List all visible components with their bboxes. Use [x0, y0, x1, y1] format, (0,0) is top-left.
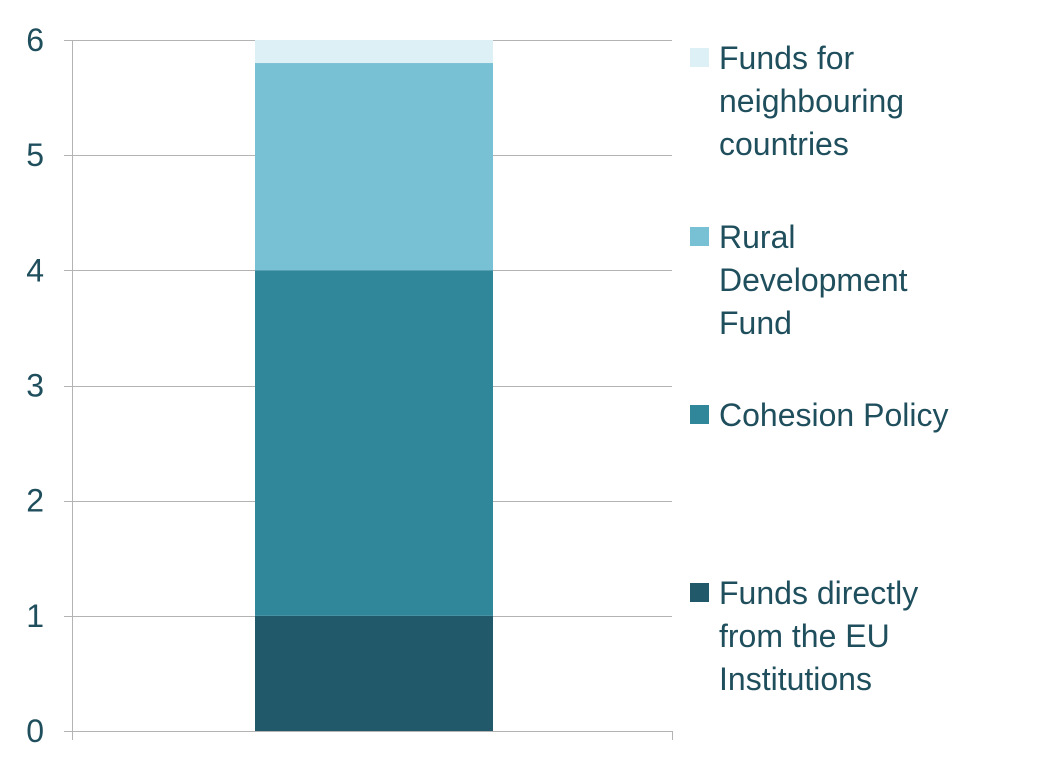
- y-tick-label-3: 3: [26, 368, 44, 404]
- legend-item-0: Funds for neighbouring countries: [690, 40, 904, 162]
- legend-label-line: countries: [719, 126, 849, 162]
- legend-label: Funds for neighbouring countries: [719, 40, 904, 162]
- legend-label-line: neighbouring: [719, 83, 904, 119]
- legend-label-line: Funds directly: [719, 575, 918, 611]
- legend: Funds for neighbouring countries Rural Devel…: [690, 40, 948, 697]
- bar-segment-0: [255, 615, 493, 731]
- legend-label-line: Development: [719, 262, 908, 298]
- legend-swatch: [690, 583, 709, 602]
- bar-segment-3: [255, 40, 493, 64]
- legend-label-line: Fund: [719, 305, 792, 341]
- legend-label-line: Funds for: [719, 40, 855, 76]
- bar-segment-2: [255, 63, 493, 271]
- y-tick-label-0: 0: [26, 713, 44, 749]
- y-tick-label-1: 1: [26, 598, 44, 634]
- y-tick-label-2: 2: [26, 483, 44, 519]
- legend-item-1: Rural Development Fund: [690, 219, 908, 341]
- y-tick-label-6: 6: [26, 22, 44, 58]
- legend-swatch: [690, 405, 709, 424]
- y-tick-labels: 0 1 2 3 4 5 6: [26, 22, 44, 749]
- legend-swatch: [690, 48, 709, 67]
- legend-label: Funds directly from the EU Institutions: [719, 575, 918, 697]
- legend-swatch: [690, 227, 709, 246]
- bar-segment-1: [255, 270, 493, 616]
- legend-label: Rural Development Fund: [719, 219, 908, 341]
- legend-label-line: Cohesion Policy: [719, 397, 948, 433]
- bar-segments: [255, 40, 493, 731]
- legend-label-line: Rural: [719, 219, 795, 255]
- legend-label: Cohesion Policy: [719, 397, 948, 433]
- legend-item-2: Cohesion Policy: [690, 397, 948, 433]
- axes: [64, 40, 673, 740]
- legend-label-line: Institutions: [719, 661, 872, 697]
- y-tick-label-4: 4: [26, 252, 44, 288]
- y-tick-label-5: 5: [26, 137, 44, 173]
- legend-label-line: from the EU: [719, 618, 890, 654]
- legend-item-3: Funds directly from the EU Institutions: [690, 575, 918, 697]
